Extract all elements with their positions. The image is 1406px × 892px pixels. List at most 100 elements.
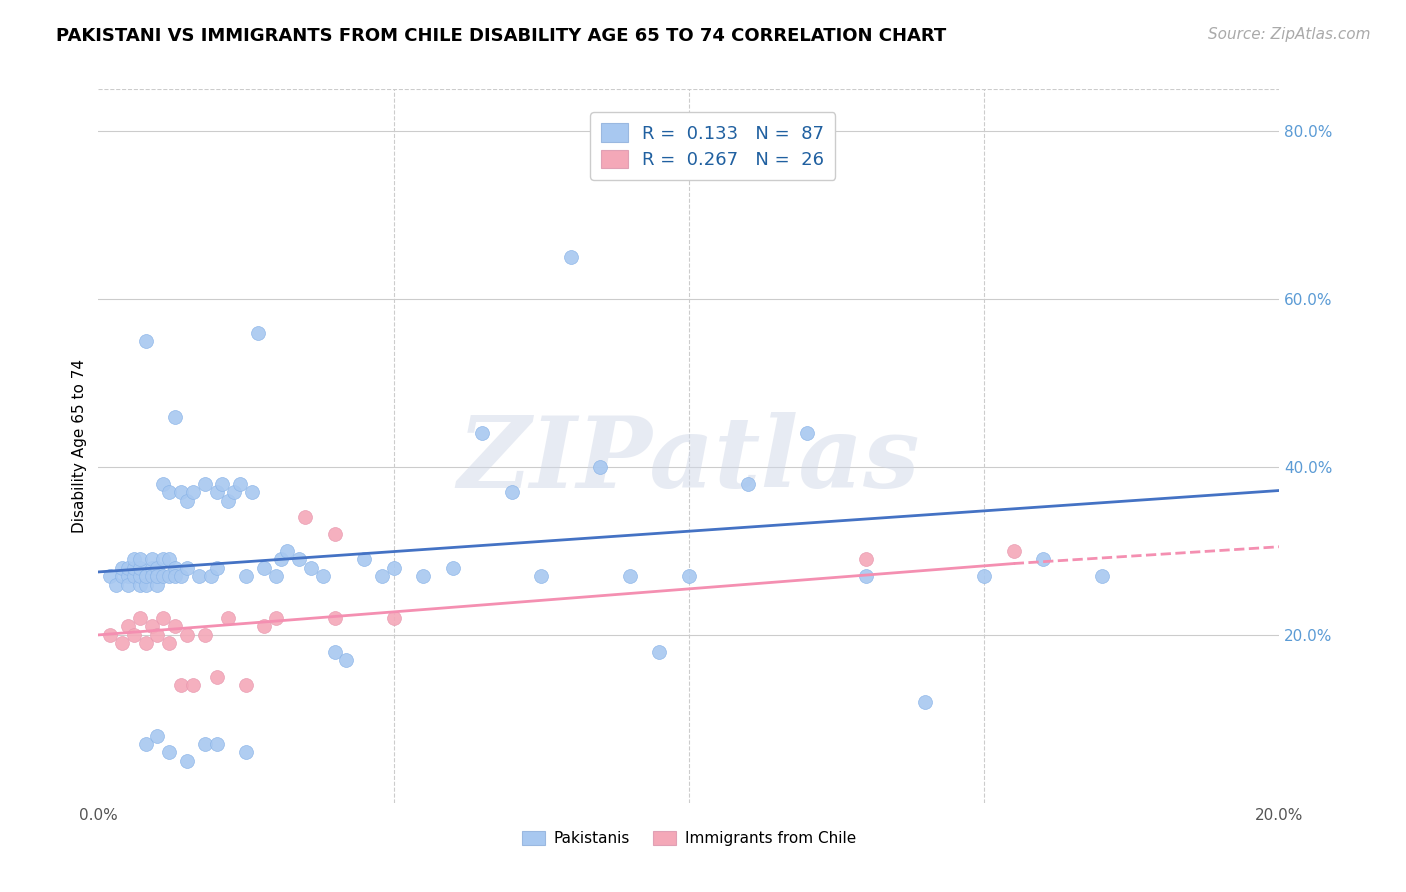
Point	[253, 619, 276, 633]
Point	[141, 569, 163, 583]
Point	[165, 569, 187, 583]
Text: Source: ZipAtlas.com: Source: ZipAtlas.com	[1208, 27, 1371, 42]
Point	[141, 560, 163, 574]
Point	[240, 485, 263, 500]
Point	[323, 645, 346, 659]
Point	[157, 552, 180, 566]
Point	[589, 460, 612, 475]
Point	[323, 527, 346, 541]
Point	[187, 569, 209, 583]
Point	[1002, 544, 1025, 558]
Text: PAKISTANI VS IMMIGRANTS FROM CHILE DISABILITY AGE 65 TO 74 CORRELATION CHART: PAKISTANI VS IMMIGRANTS FROM CHILE DISAB…	[56, 27, 946, 45]
Point	[1091, 569, 1114, 583]
Text: ZIPatlas: ZIPatlas	[458, 412, 920, 508]
Point	[157, 746, 180, 760]
Point	[152, 476, 174, 491]
Point	[353, 552, 375, 566]
Point	[914, 695, 936, 709]
Point	[98, 628, 121, 642]
Point	[152, 611, 174, 625]
Point	[111, 636, 134, 650]
Point	[141, 619, 163, 633]
Point	[205, 560, 228, 574]
Point	[170, 569, 193, 583]
Point	[412, 569, 434, 583]
Point	[135, 577, 157, 591]
Point	[501, 485, 523, 500]
Point	[98, 569, 121, 583]
Point	[111, 569, 134, 583]
Point	[288, 552, 311, 566]
Point	[211, 476, 233, 491]
Point	[146, 569, 169, 583]
Point	[205, 737, 228, 751]
Point	[157, 569, 180, 583]
Point	[312, 569, 335, 583]
Point	[135, 737, 157, 751]
Point	[619, 569, 641, 583]
Point	[141, 552, 163, 566]
Point	[181, 678, 204, 692]
Point	[855, 552, 877, 566]
Point	[117, 577, 139, 591]
Point	[253, 560, 276, 574]
Point	[235, 678, 257, 692]
Point	[335, 653, 357, 667]
Point	[560, 250, 582, 264]
Point	[246, 326, 269, 340]
Point	[122, 569, 145, 583]
Point	[111, 560, 134, 574]
Legend: Pakistanis, Immigrants from Chile: Pakistanis, Immigrants from Chile	[516, 825, 862, 852]
Point	[105, 577, 128, 591]
Point	[471, 426, 494, 441]
Point	[170, 485, 193, 500]
Point	[176, 754, 198, 768]
Point	[146, 729, 169, 743]
Point	[264, 611, 287, 625]
Point	[235, 569, 257, 583]
Point	[382, 611, 405, 625]
Point	[117, 560, 139, 574]
Point	[205, 670, 228, 684]
Point	[648, 645, 671, 659]
Y-axis label: Disability Age 65 to 74: Disability Age 65 to 74	[72, 359, 87, 533]
Point	[235, 746, 257, 760]
Point	[165, 409, 187, 424]
Point	[165, 560, 187, 574]
Point	[299, 560, 322, 574]
Point	[270, 552, 292, 566]
Point	[217, 611, 239, 625]
Point	[176, 493, 198, 508]
Point	[135, 334, 157, 348]
Point	[128, 560, 150, 574]
Point	[441, 560, 464, 574]
Point	[152, 552, 174, 566]
Point	[229, 476, 252, 491]
Point	[194, 737, 217, 751]
Point	[135, 569, 157, 583]
Point	[165, 619, 187, 633]
Point	[152, 569, 174, 583]
Point	[973, 569, 995, 583]
Point	[128, 552, 150, 566]
Point	[176, 560, 198, 574]
Point	[382, 560, 405, 574]
Point	[176, 628, 198, 642]
Point	[200, 569, 222, 583]
Point	[217, 493, 239, 508]
Point	[371, 569, 394, 583]
Point	[117, 619, 139, 633]
Point	[796, 426, 818, 441]
Point	[128, 569, 150, 583]
Point	[146, 560, 169, 574]
Point	[128, 611, 150, 625]
Point	[323, 611, 346, 625]
Point	[135, 569, 157, 583]
Point	[1032, 552, 1054, 566]
Point	[128, 577, 150, 591]
Point	[181, 485, 204, 500]
Point	[122, 628, 145, 642]
Point	[264, 569, 287, 583]
Point	[294, 510, 316, 524]
Point	[117, 569, 139, 583]
